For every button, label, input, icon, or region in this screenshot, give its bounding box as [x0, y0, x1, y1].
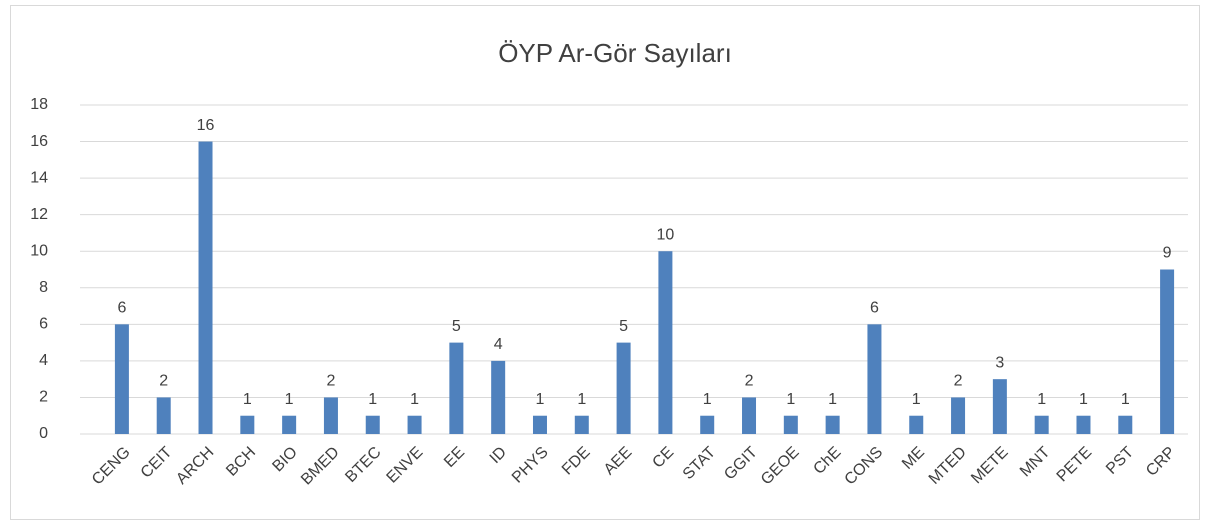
data-label: 5 [452, 318, 461, 335]
data-label: 5 [619, 318, 628, 335]
data-label: 1 [828, 391, 837, 408]
y-tick-label: 14 [30, 169, 48, 186]
bar [992, 379, 1007, 434]
y-tick-label: 2 [39, 389, 48, 406]
bar [1160, 269, 1175, 434]
data-label: 16 [197, 117, 215, 134]
data-label: 6 [870, 300, 879, 317]
chart-title: ÖYP Ar-Gör Sayıları [498, 38, 732, 68]
data-label: 1 [1079, 391, 1088, 408]
bar [825, 415, 840, 434]
data-label: 2 [745, 373, 754, 390]
y-tick-label: 16 [30, 133, 48, 150]
data-label: 1 [786, 391, 795, 408]
y-tick-label: 10 [30, 242, 48, 259]
data-label: 1 [285, 391, 294, 408]
data-label: 1 [1121, 391, 1130, 408]
bar [198, 141, 213, 435]
data-label: 10 [657, 226, 675, 243]
chart-border [10, 5, 1200, 520]
data-label: 1 [368, 391, 377, 408]
data-label: 1 [912, 391, 921, 408]
data-label: 1 [703, 391, 712, 408]
y-tick-label: 4 [39, 352, 48, 369]
data-label: 2 [326, 373, 335, 390]
bar [658, 251, 673, 434]
bar [323, 397, 338, 434]
bar [951, 397, 966, 434]
bar [1076, 415, 1091, 434]
data-label: 6 [117, 300, 126, 317]
bar [240, 415, 255, 434]
data-label: 1 [243, 391, 252, 408]
bar [156, 397, 171, 434]
y-tick-label: 6 [39, 316, 48, 333]
data-label: 1 [536, 391, 545, 408]
bar [616, 342, 631, 434]
bar [114, 324, 129, 434]
bar [282, 415, 297, 434]
bar [574, 415, 589, 434]
bar [365, 415, 380, 434]
y-tick-label: 18 [30, 96, 48, 113]
data-label: 1 [410, 391, 419, 408]
data-label: 2 [954, 373, 963, 390]
bar [1034, 415, 1049, 434]
data-label: 3 [995, 354, 1004, 371]
bar [700, 415, 715, 434]
bar [532, 415, 547, 434]
data-label: 9 [1163, 245, 1172, 262]
bar [407, 415, 422, 434]
bar [491, 360, 506, 434]
data-label: 4 [494, 336, 503, 353]
bar [909, 415, 924, 434]
y-tick-label: 12 [30, 206, 48, 223]
y-tick-label: 0 [39, 425, 48, 442]
bar [867, 324, 882, 434]
bar [449, 342, 464, 434]
data-label: 1 [1037, 391, 1046, 408]
bar [783, 415, 798, 434]
data-label: 1 [577, 391, 586, 408]
data-label: 2 [159, 373, 168, 390]
bar [742, 397, 757, 434]
y-tick-label: 8 [39, 279, 48, 296]
bar [1118, 415, 1133, 434]
